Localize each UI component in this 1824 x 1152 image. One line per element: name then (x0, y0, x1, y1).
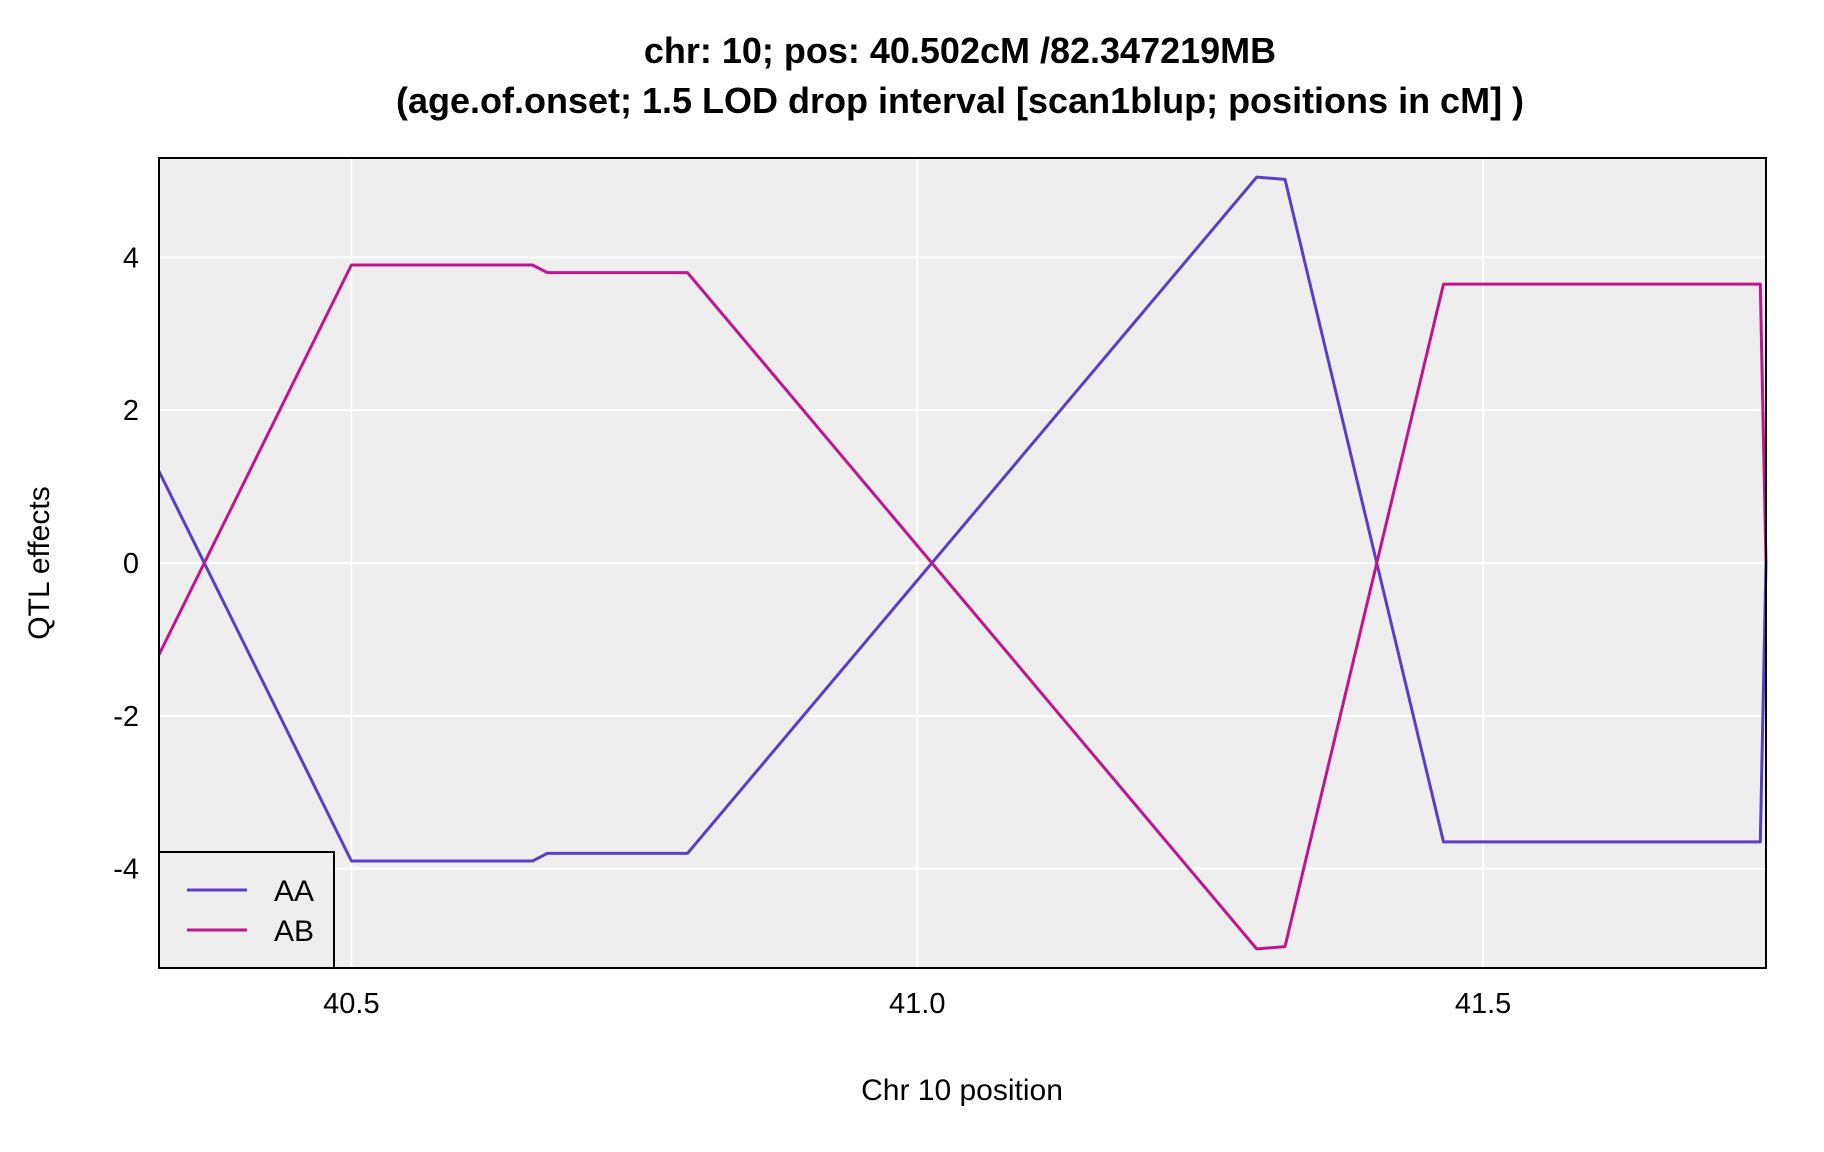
grid-lines (159, 158, 1766, 968)
legend-box (158, 851, 335, 969)
series-lines (157, 175, 1768, 951)
series-line-ab (157, 263, 1768, 951)
y-tick-label: -2 (113, 701, 139, 733)
x-tick-label: 41.0 (889, 988, 945, 1020)
series-line-aa (157, 175, 1768, 863)
legend: AA AB (158, 851, 335, 969)
y-axis-ticks: -4 -2 0 2 4 (113, 242, 139, 885)
y-tick-label: -4 (113, 854, 139, 886)
y-tick-label: 4 (123, 242, 139, 274)
x-tick-label: 41.5 (1455, 988, 1511, 1020)
legend-label-aa: AA (274, 875, 314, 908)
x-axis-label: Chr 10 position (861, 1074, 1063, 1107)
x-tick-label: 40.5 (323, 988, 379, 1020)
y-tick-label: 2 (123, 395, 139, 427)
legend-label-ab: AB (274, 915, 314, 948)
y-tick-label: 0 (123, 548, 139, 580)
y-axis-label: QTL effects (23, 486, 56, 639)
plot-border (158, 157, 1767, 969)
chart-title: chr: 10; pos: 40.502cM /82.347219MB (644, 30, 1276, 71)
legend-items: AA AB (187, 875, 314, 948)
chart-subtitle: (age.of.onset; 1.5 LOD drop interval [sc… (396, 80, 1524, 121)
x-axis-ticks: 40.5 41.0 41.5 (323, 988, 1511, 1020)
